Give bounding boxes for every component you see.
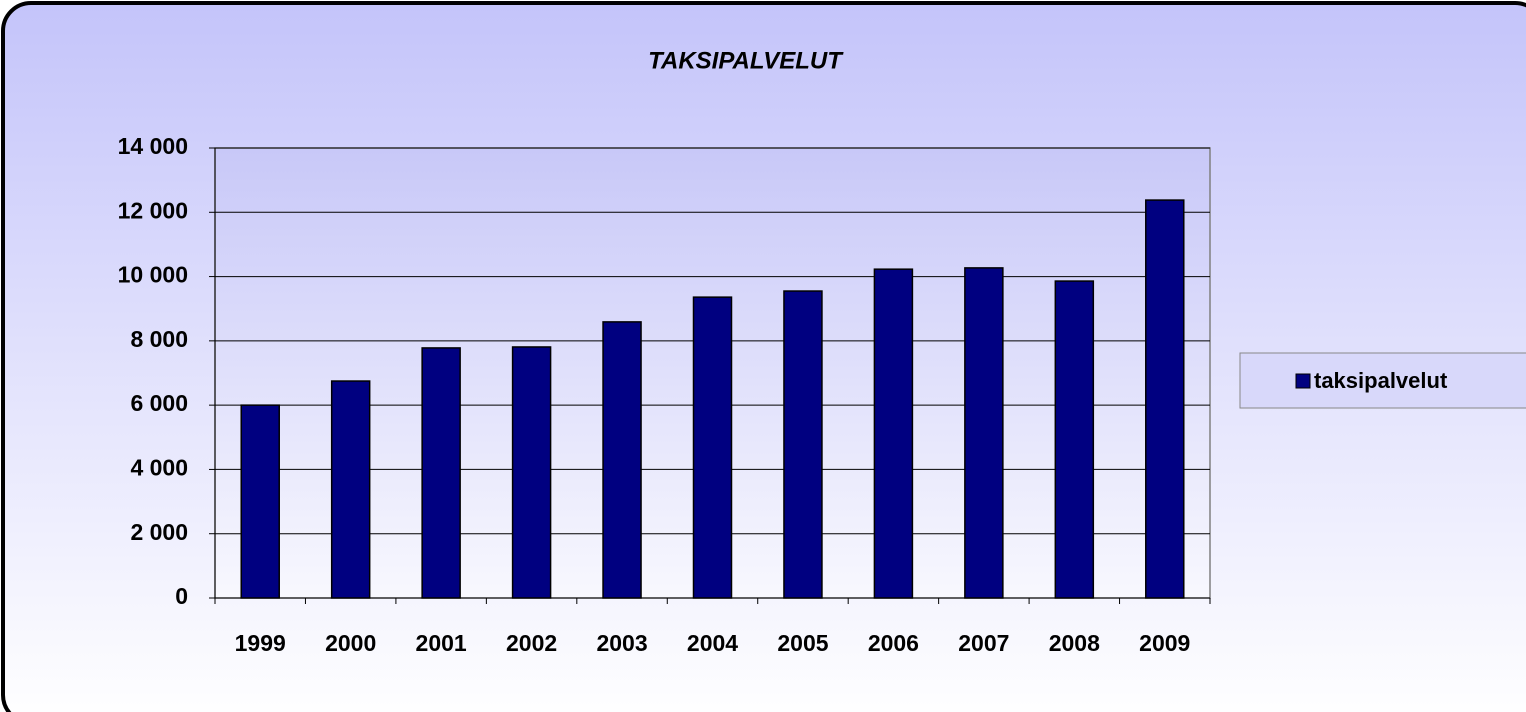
y-tick-label: 10 000 [118, 262, 188, 288]
bar [692, 296, 733, 599]
bar [511, 346, 552, 599]
bar [1054, 280, 1095, 599]
y-tick-label: 14 000 [118, 133, 188, 159]
x-tick-label: 2002 [506, 630, 557, 656]
x-tick-label: 2009 [1139, 630, 1190, 656]
bar [964, 267, 1004, 599]
x-tick-label: 1999 [235, 630, 286, 656]
bar [1145, 199, 1185, 599]
bar [421, 347, 461, 599]
legend-swatch [1295, 373, 1311, 389]
bar [783, 290, 823, 599]
x-tick-label: 2001 [416, 630, 467, 656]
x-tick-label: 2008 [1049, 630, 1100, 656]
legend-label: taksipalvelut [1314, 368, 1448, 393]
y-tick-label: 0 [175, 583, 188, 609]
bar [240, 404, 280, 599]
y-tick-label: 2 000 [130, 519, 188, 545]
x-tick-label: 2004 [687, 630, 738, 656]
x-tick-label: 2006 [868, 630, 919, 656]
y-tick-label: 4 000 [130, 455, 188, 481]
chart-title: TAKSIPALVELUT [648, 47, 844, 74]
x-tick-label: 2000 [325, 630, 376, 656]
bar [873, 268, 914, 599]
x-tick-label: 2003 [596, 630, 647, 656]
y-tick-label: 12 000 [118, 197, 188, 223]
bar [330, 380, 371, 599]
bar [602, 321, 642, 599]
x-tick-label: 2005 [777, 630, 828, 656]
legend-box [1239, 352, 1526, 409]
y-tick-label: 6 000 [130, 390, 188, 416]
y-tick-label: 8 000 [130, 326, 188, 352]
x-tick-label: 2007 [958, 630, 1009, 656]
